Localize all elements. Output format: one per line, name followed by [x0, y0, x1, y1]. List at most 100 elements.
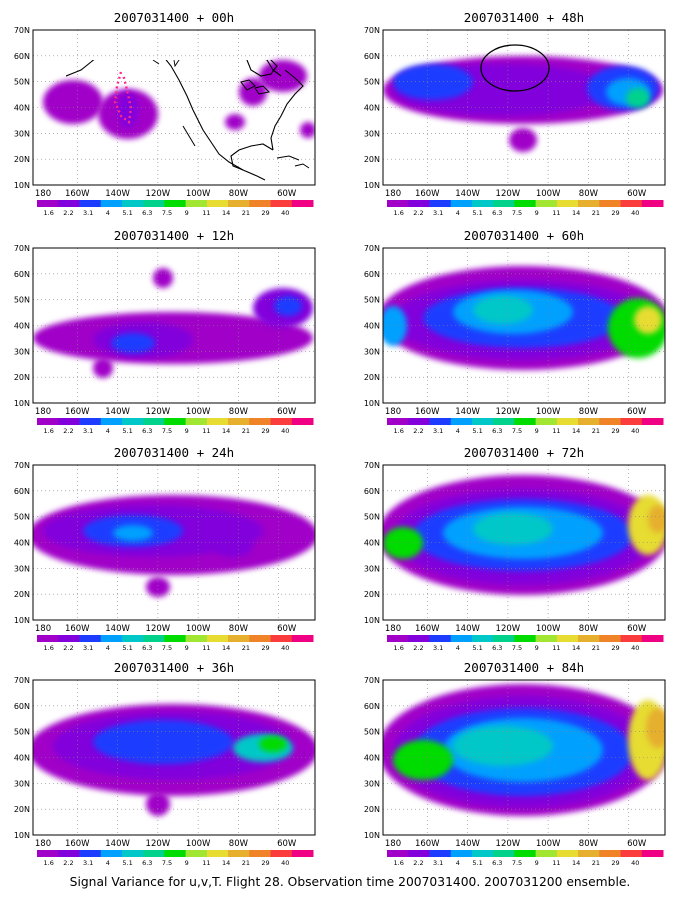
colorbar-label: 14 [222, 209, 230, 217]
colorbar-swatch [100, 635, 123, 642]
colorbar-swatch [620, 418, 643, 425]
lon-tick-label: 60W [277, 839, 297, 849]
panel-title: 2007031400 + 24h [114, 445, 234, 460]
colorbar-label: 7.5 [512, 209, 522, 217]
grid-lines [383, 465, 665, 620]
lon-tick-label: 60W [277, 189, 297, 199]
lat-tick-label: 50N [14, 728, 30, 737]
colorbar-swatch [578, 635, 600, 642]
colorbar-swatch [514, 418, 537, 425]
colorbar-swatch [450, 418, 473, 425]
colorbar-swatch [471, 418, 494, 425]
lat-tick-label: 20N [364, 805, 380, 814]
colorbar-swatch [164, 635, 187, 642]
map-panel: 2007031400 + 48h 10N 20N 30N 40N 50N 60N 70N 180… [364, 10, 666, 217]
colorbar-swatch [270, 850, 293, 857]
colorbar-label: 11 [552, 209, 560, 217]
colorbar-swatch [429, 200, 452, 207]
colorbar-swatch [493, 635, 515, 642]
colorbar-label: 40 [281, 427, 289, 435]
colorbar-swatch [100, 200, 123, 207]
colorbar-label: 11 [202, 644, 210, 652]
lon-tick-label: 80W [229, 624, 249, 634]
panel-title: 2007031400 + 12h [114, 228, 234, 243]
lat-tick-label: 60N [364, 270, 380, 279]
lon-tick-label: 120W [496, 839, 521, 849]
lat-tick-label: 70N [364, 244, 380, 253]
lon-tick-label: 180 [385, 189, 401, 199]
colorbar-label: 40 [281, 644, 289, 652]
colorbar-swatch [79, 200, 102, 207]
colorbar-label: 29 [261, 644, 269, 652]
colorbar-label: 11 [202, 427, 210, 435]
map-frame [382, 464, 666, 621]
lat-tick-label: 40N [14, 104, 30, 113]
colorbar-label: 4 [106, 209, 110, 217]
colorbar-swatch [228, 850, 250, 857]
lon-tick-label: 180 [385, 407, 401, 417]
colorbar-label: 11 [202, 859, 210, 867]
panel-title: 2007031400 + 36h [114, 660, 234, 675]
colorbar-label: 29 [261, 859, 269, 867]
colorbar-label: 6.3 [142, 427, 152, 435]
lon-tick-label: 100W [536, 624, 561, 634]
map-panel: 2007031400 + 84h 10N 20N 30N 40N 50N 60N 70N 180… [364, 660, 666, 867]
colorbar-label: 21 [242, 859, 250, 867]
lon-tick-label: 80W [579, 407, 599, 417]
colorbar-swatch [578, 850, 600, 857]
colorbar-label: 9 [535, 427, 539, 435]
lat-tick-label: 20N [364, 155, 380, 164]
lat-tick-label: 40N [364, 322, 380, 331]
colorbar-swatch [556, 418, 579, 425]
colorbar-swatch [143, 850, 165, 857]
colorbar-label: 9 [535, 209, 539, 217]
colorbar-swatch [143, 200, 165, 207]
colorbar-swatch [79, 635, 102, 642]
lat-tick-label: 20N [14, 373, 30, 382]
colorbar-swatch [493, 850, 515, 857]
colorbar-label: 9 [185, 644, 189, 652]
colorbar-swatch [164, 850, 187, 857]
colorbar-swatch [291, 200, 314, 207]
lon-tick-label: 160W [415, 407, 440, 417]
map-panel: 2007031400 + 60h 10N 20N 30N 40N 50N 60N 70N 180… [364, 228, 666, 435]
colorbar-swatch [37, 418, 59, 425]
colorbar-swatch [121, 850, 144, 857]
colorbar-swatch [37, 635, 59, 642]
colorbar-swatch [206, 635, 229, 642]
colorbar-label: 2.2 [413, 859, 423, 867]
lat-tick-label: 70N [14, 244, 30, 253]
lat-tick-label: 50N [364, 296, 380, 305]
lat-tick-label: 60N [364, 52, 380, 61]
lon-tick-label: 160W [415, 624, 440, 634]
lat-tick-label: 20N [14, 590, 30, 599]
lat-tick-label: 10N [364, 399, 380, 408]
colorbar-label: 14 [572, 859, 580, 867]
grid-lines [383, 30, 665, 185]
colorbar-label: 1.6 [44, 644, 54, 652]
lon-tick-label: 60W [627, 407, 647, 417]
panel-title: 2007031400 + 48h [464, 10, 584, 25]
lat-tick-label: 60N [14, 52, 30, 61]
lat-tick-label: 20N [14, 155, 30, 164]
colorbar-swatch [620, 635, 643, 642]
colorbar-swatch [185, 418, 208, 425]
colorbar-label: 40 [281, 859, 289, 867]
colorbar-swatch [387, 418, 409, 425]
colorbar-swatch [493, 418, 515, 425]
variance-shading [383, 684, 665, 816]
colorbar-label: 29 [261, 427, 269, 435]
colorbar-label: 3.1 [433, 427, 443, 435]
colorbar-label: 21 [242, 209, 250, 217]
colorbar-swatch [270, 635, 293, 642]
colorbar-swatch [291, 635, 314, 642]
lon-tick-label: 100W [186, 624, 211, 634]
colorbar-label: 6.3 [142, 644, 152, 652]
colorbar-label: 5.1 [472, 209, 482, 217]
colorbar-swatch [641, 200, 664, 207]
colorbar-swatch [37, 850, 59, 857]
colorbar-label: 21 [592, 859, 600, 867]
variance-shading [33, 704, 315, 816]
colorbar-swatch [556, 200, 579, 207]
